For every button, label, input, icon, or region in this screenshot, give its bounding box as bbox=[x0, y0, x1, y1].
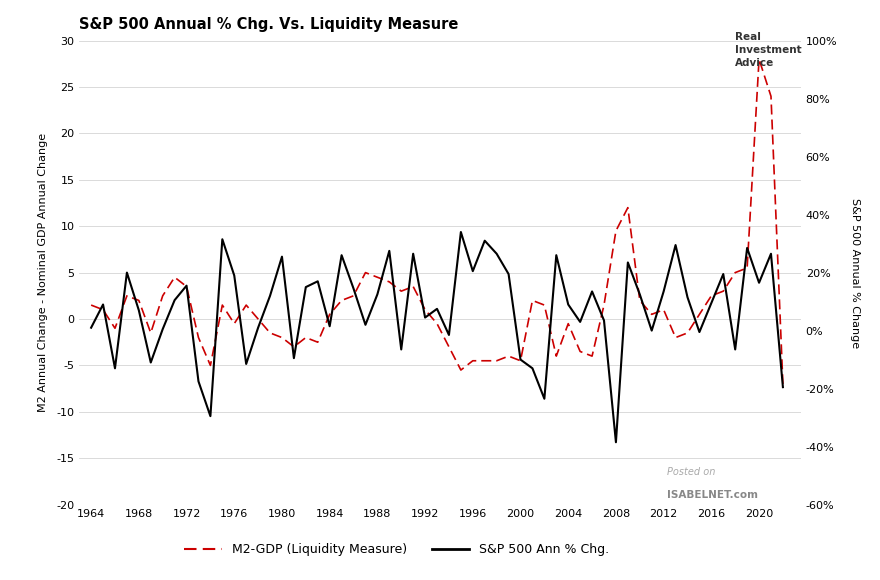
Legend: M2-GDP (Liquidity Measure), S&P 500 Ann % Chg.: M2-GDP (Liquidity Measure), S&P 500 Ann … bbox=[179, 538, 614, 561]
Text: Posted on: Posted on bbox=[667, 467, 715, 477]
Text: S&P 500 Annual % Chg. Vs. Liquidity Measure: S&P 500 Annual % Chg. Vs. Liquidity Meas… bbox=[79, 17, 458, 32]
Y-axis label: S&P 500 Annual % Change: S&P 500 Annual % Change bbox=[849, 198, 860, 347]
Text: ISABELNET.com: ISABELNET.com bbox=[667, 490, 759, 500]
Text: Real
Investment
Advice: Real Investment Advice bbox=[735, 32, 802, 68]
Y-axis label: M2 Annual Change - Nominal GDP Annual Change: M2 Annual Change - Nominal GDP Annual Ch… bbox=[38, 133, 48, 412]
